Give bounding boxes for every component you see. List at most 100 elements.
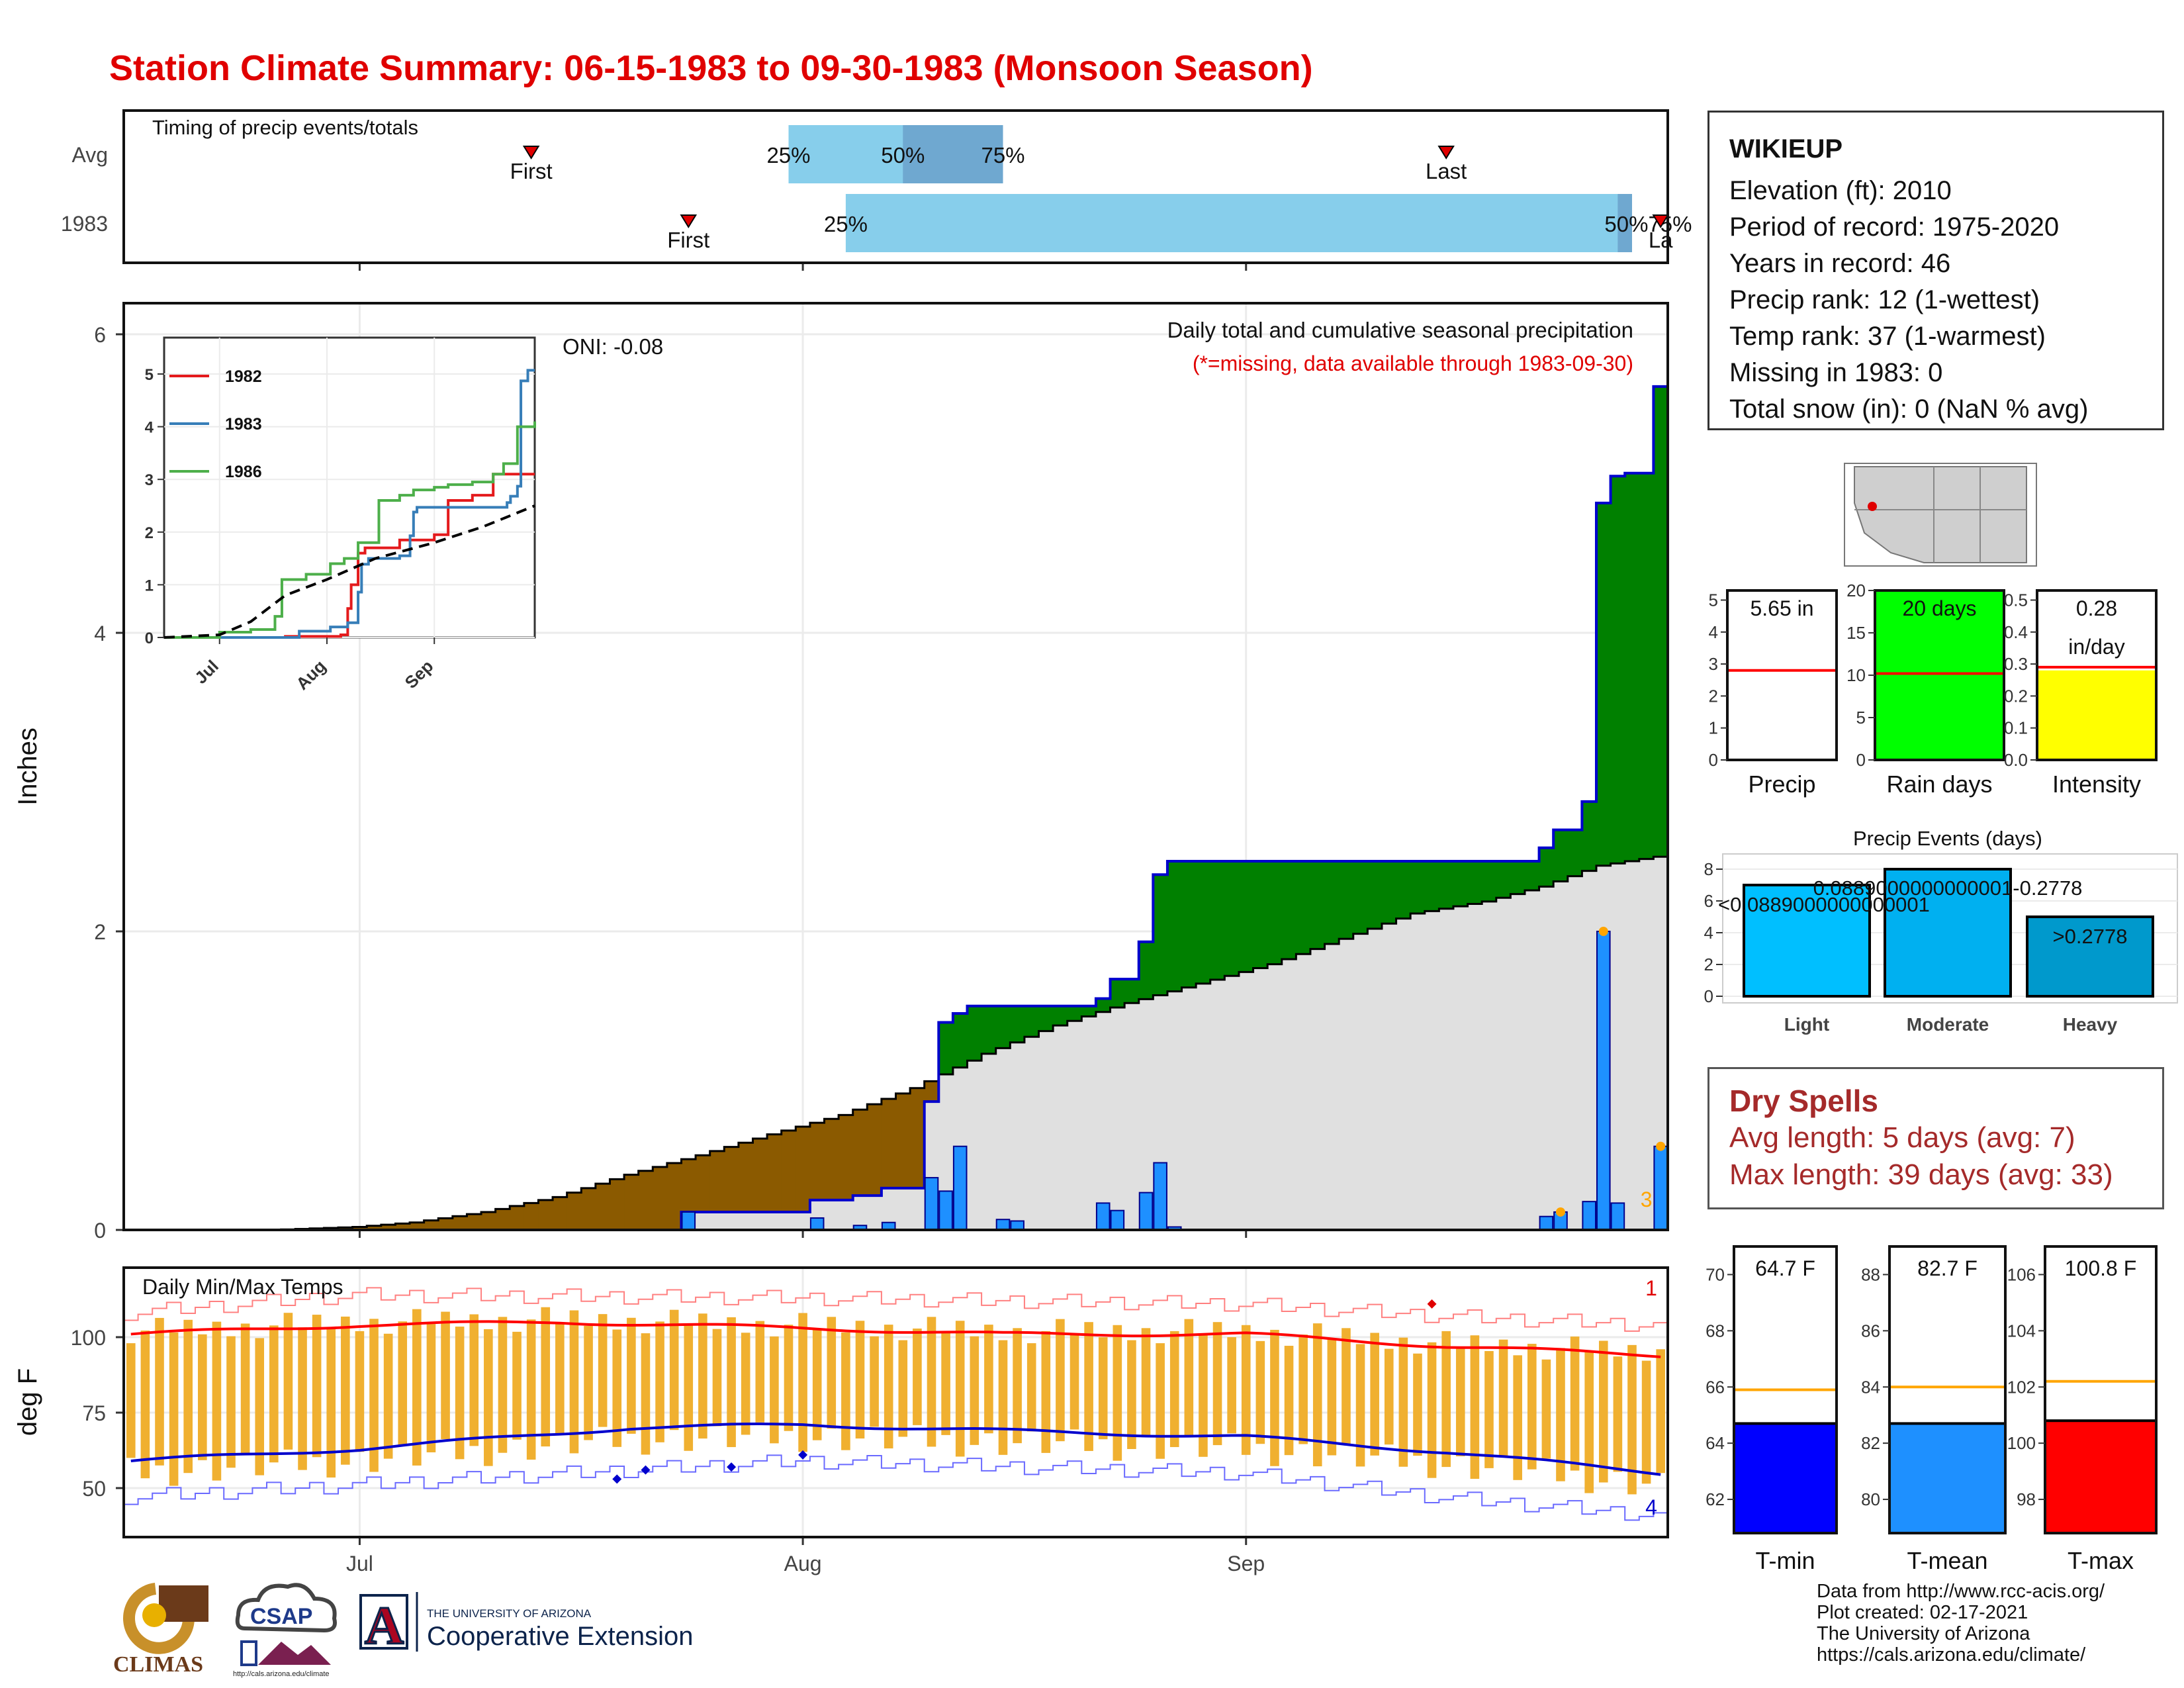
total-ytick-label: 10 bbox=[1846, 665, 1866, 685]
events-ytick-label: 6 bbox=[1704, 891, 1713, 911]
daily-temp-range-bar bbox=[598, 1314, 608, 1427]
tempbar-ytick-label: 80 bbox=[1861, 1489, 1880, 1509]
tempbar-ytick-label: 86 bbox=[1861, 1321, 1880, 1340]
surplus-segment bbox=[1110, 979, 1125, 1008]
daily-temp-range-bar bbox=[812, 1328, 822, 1440]
daily-temp-range-bar bbox=[1627, 1344, 1637, 1495]
tempbar-ytick-label: 102 bbox=[2007, 1377, 2036, 1397]
daily-temp-range-bar bbox=[669, 1309, 679, 1430]
daily-precip-bar bbox=[1110, 1209, 1125, 1231]
daily-temp-range-bar bbox=[1613, 1356, 1623, 1472]
timing-bar-1983 bbox=[845, 194, 1632, 252]
surplus-segment bbox=[1482, 861, 1497, 902]
deficit-segment bbox=[381, 1225, 396, 1230]
total-ytick-label: 3 bbox=[1709, 654, 1718, 674]
temp-ytick-label: 50 bbox=[82, 1477, 106, 1501]
daily-temp-range-bar bbox=[1484, 1350, 1494, 1468]
surplus-segment bbox=[1510, 861, 1525, 894]
daily-temp-range-bar bbox=[512, 1331, 522, 1440]
total-ytick-label: 20 bbox=[1846, 581, 1866, 600]
total-value-label: 5.65 in bbox=[1750, 596, 1813, 620]
temp-xtick-label: Aug bbox=[784, 1552, 822, 1575]
daily-temp-range-bar bbox=[255, 1338, 265, 1476]
daily-temp-range-bar bbox=[498, 1317, 508, 1453]
daily-temp-range-bar bbox=[698, 1313, 707, 1439]
credits-url: https://cals.arizona.edu/climate/ bbox=[1817, 1644, 2086, 1665]
daily-temp-range-bar bbox=[155, 1317, 164, 1466]
avg-min-line bbox=[130, 1423, 1661, 1476]
daily-temp-range-bar bbox=[1212, 1322, 1222, 1446]
surplus-segment bbox=[1210, 861, 1225, 980]
events-ytick-label: 0 bbox=[1704, 986, 1713, 1006]
record-high-marker bbox=[1427, 1299, 1437, 1309]
ua-letter: A bbox=[365, 1595, 404, 1656]
inset-line-1983 bbox=[164, 369, 535, 639]
events-label-heavy: >0.2778 bbox=[2053, 925, 2128, 948]
inset-ytick-label: 5 bbox=[145, 366, 154, 384]
inset-frame bbox=[163, 336, 536, 639]
precip-marker-label: 3 bbox=[1641, 1188, 1653, 1211]
events-ytick-label: 2 bbox=[1704, 955, 1713, 974]
daily-temp-range-bar bbox=[941, 1332, 950, 1435]
daily-temp-range-bar bbox=[827, 1317, 837, 1429]
climas-logo: CLIMAS bbox=[113, 1583, 208, 1677]
daily-temp-range-bar bbox=[1498, 1339, 1508, 1458]
surplus-segment bbox=[1038, 1006, 1054, 1031]
deficit-segment bbox=[624, 1174, 639, 1230]
daily-temp-range-bar bbox=[269, 1325, 279, 1463]
daily-temp-range-bar bbox=[1541, 1359, 1551, 1459]
surplus-segment bbox=[1253, 861, 1268, 968]
daily-temp-range-bar bbox=[1084, 1322, 1093, 1451]
deficit-segment bbox=[538, 1199, 553, 1230]
deficit-segment bbox=[724, 1147, 739, 1212]
avg-cumulative-line bbox=[124, 855, 1668, 1231]
deficit-segment bbox=[523, 1203, 539, 1230]
total-ytick-label: 0.5 bbox=[2004, 590, 2028, 610]
daily-temp-range-bar bbox=[784, 1325, 794, 1431]
daily-precip-bar bbox=[1653, 1145, 1668, 1231]
main-ytick-label: 6 bbox=[94, 323, 106, 347]
deficit-segment bbox=[352, 1227, 367, 1230]
station-snow: Total snow (in): 0 (NaN % avg) bbox=[1729, 395, 2089, 424]
deficit-segment bbox=[367, 1225, 382, 1230]
daily-temp-range-bar bbox=[541, 1307, 551, 1447]
daily-temp-range-bar bbox=[1169, 1331, 1179, 1448]
surplus-segment bbox=[1353, 861, 1368, 934]
surplus-segment bbox=[1053, 1006, 1068, 1026]
timing-q25-label: 25% bbox=[766, 143, 810, 167]
credits-org: The University of Arizona bbox=[1817, 1623, 2030, 1644]
climas-text: CLIMAS bbox=[113, 1652, 203, 1677]
temp-ylabel: deg F bbox=[13, 1368, 42, 1436]
daily-temp-range-bar bbox=[1413, 1353, 1422, 1456]
daily-temp-range-bar bbox=[355, 1331, 365, 1452]
total-ytick-label: 0.1 bbox=[2004, 718, 2028, 738]
csap-logo: CSAP http://cals.arizona.edu/climate bbox=[233, 1583, 337, 1678]
tempbar-ytick-label: 84 bbox=[1861, 1377, 1880, 1397]
daily-temp-range-bar bbox=[455, 1327, 465, 1460]
surplus-segment bbox=[1367, 861, 1383, 929]
total-panel-name: Precip bbox=[1748, 771, 1815, 798]
station-period: Period of record: 1975-2020 bbox=[1729, 212, 2060, 242]
deficit-segment bbox=[910, 1088, 925, 1188]
inset-ytick-label: 0 bbox=[145, 630, 154, 647]
surplus-segment bbox=[1539, 847, 1554, 887]
daily-precip-bar bbox=[1095, 1202, 1111, 1231]
surplus-segment bbox=[1196, 861, 1211, 984]
station-years: Years in record: 46 bbox=[1729, 249, 1951, 278]
daily-temp-range-bar bbox=[526, 1319, 536, 1460]
tempbar-ytick-label: 98 bbox=[2017, 1489, 2036, 1509]
surplus-segment bbox=[1639, 473, 1654, 859]
total-bar-Rain days bbox=[1875, 590, 2004, 760]
daily-temp-range-bar bbox=[326, 1329, 336, 1478]
surplus-segment bbox=[1296, 861, 1311, 955]
deficit-segment bbox=[595, 1184, 610, 1230]
main-ylabel: Inches bbox=[13, 727, 42, 806]
surplus-segment bbox=[1224, 861, 1240, 976]
tempbar-value-label: 82.7 F bbox=[1917, 1256, 1978, 1280]
surplus-segment bbox=[1381, 861, 1397, 924]
events-bar-heavy bbox=[2026, 915, 2154, 998]
daily-temp-range-bar bbox=[1656, 1349, 1665, 1474]
dry-spells-heading: Dry Spells bbox=[1729, 1084, 1878, 1118]
csap-text: CSAP bbox=[250, 1604, 312, 1629]
daily-temp-range-bar bbox=[383, 1333, 393, 1459]
